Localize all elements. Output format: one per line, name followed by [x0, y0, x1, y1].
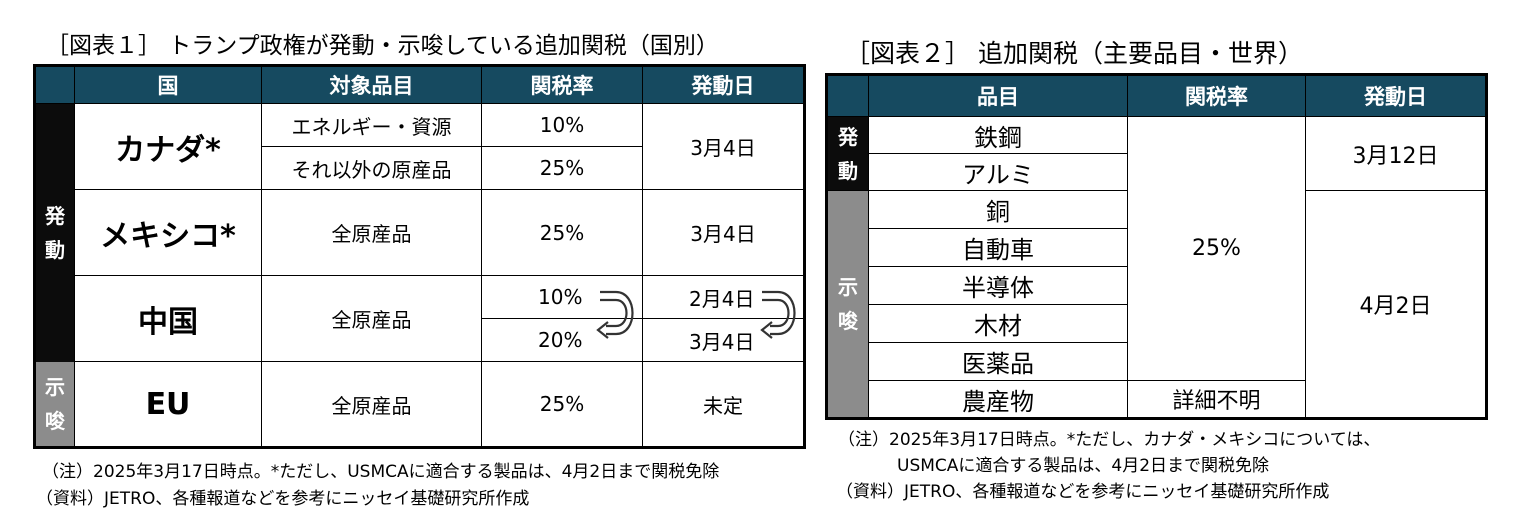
mexico-date: 3月4日 [642, 189, 805, 276]
side-label-enacted: 発動 [34, 103, 75, 362]
table2: 品目 関税率 発動日 発動 鉄鋼 25% 3月12日 アルミ 示唆 銅 4月2日… [825, 73, 1488, 420]
table1-source: （資料）JETRO、各種報道などを参考にニッセイ基礎研究所作成 [36, 489, 530, 509]
side-label-enacted: 発動 [826, 116, 869, 191]
country-canada: カナダ* [74, 103, 262, 190]
curved-arrow-down-left-icon [760, 290, 796, 339]
china-date-first: 2月4日 [642, 275, 805, 319]
eu-rate: 25% [481, 361, 643, 448]
header-item: 品目 [868, 74, 1128, 117]
header-corner [34, 65, 75, 104]
china-rate-first: 10% [481, 275, 643, 319]
eu-item: 全原産品 [261, 361, 482, 448]
table1: 国 対象品目 関税率 発動日 発動 カナダ* エネルギー・資源 10% 3月4日… [33, 64, 806, 449]
header-country: 国 [74, 65, 262, 104]
table1-note: （注）2025年3月17日時点。*ただし、USMCAに適合する製品は、4月2日ま… [42, 462, 720, 482]
item-automobile: 自動車 [868, 228, 1128, 267]
header-date: 発動日 [642, 65, 805, 104]
curved-arrow-down-left-icon [596, 290, 634, 339]
header-rate: 関税率 [1127, 74, 1306, 117]
side-label-suggested: 示唆 [826, 190, 869, 419]
item-copper: 銅 [868, 190, 1128, 229]
table2-title: ［図表２］ 追加関税（主要品目・世界） [845, 39, 1303, 68]
rate-main: 25% [1127, 116, 1306, 381]
header-rate: 関税率 [481, 65, 643, 104]
header-items: 対象品目 [261, 65, 482, 104]
china-item: 全原産品 [261, 275, 482, 362]
table1-title: ［図表１］ トランプ政権が発動・示唆している追加関税（国別） [46, 33, 719, 59]
canada-date: 3月4日 [642, 103, 805, 190]
header-date: 発動日 [1305, 74, 1487, 117]
table2-note-line1: （注）2025年3月17日時点。*ただし、カナダ・メキシコについては、 [838, 430, 1381, 450]
rate-agriculture: 詳細不明 [1127, 380, 1306, 419]
canada-rate-other: 25% [481, 146, 643, 190]
item-agriculture: 農産物 [868, 380, 1128, 419]
country-eu: EU [74, 361, 262, 448]
canada-rate-energy: 10% [481, 103, 643, 147]
date-enacted: 3月12日 [1305, 116, 1487, 191]
item-pharma: 医薬品 [868, 342, 1128, 381]
eu-date: 未定 [642, 361, 805, 448]
item-steel: 鉄鋼 [868, 116, 1128, 154]
canada-item-other: それ以外の原産品 [261, 146, 482, 190]
table2-note-line2: USMCAに適合する製品は、4月2日まで関税免除 [897, 456, 1270, 476]
mexico-item: 全原産品 [261, 189, 482, 276]
item-lumber: 木材 [868, 304, 1128, 343]
country-mexico: メキシコ* [74, 189, 262, 276]
header-corner [826, 74, 869, 117]
item-aluminum: アルミ [868, 153, 1128, 191]
table2-source: （資料）JETRO、各種報道などを参考にニッセイ基礎研究所作成 [836, 482, 1330, 502]
side-label-suggested: 示唆 [34, 361, 75, 448]
canada-item-energy: エネルギー・資源 [261, 103, 482, 147]
date-suggested: 4月2日 [1305, 190, 1487, 419]
country-china: 中国 [74, 275, 262, 362]
mexico-rate: 25% [481, 189, 643, 276]
item-semiconductor: 半導体 [868, 266, 1128, 305]
